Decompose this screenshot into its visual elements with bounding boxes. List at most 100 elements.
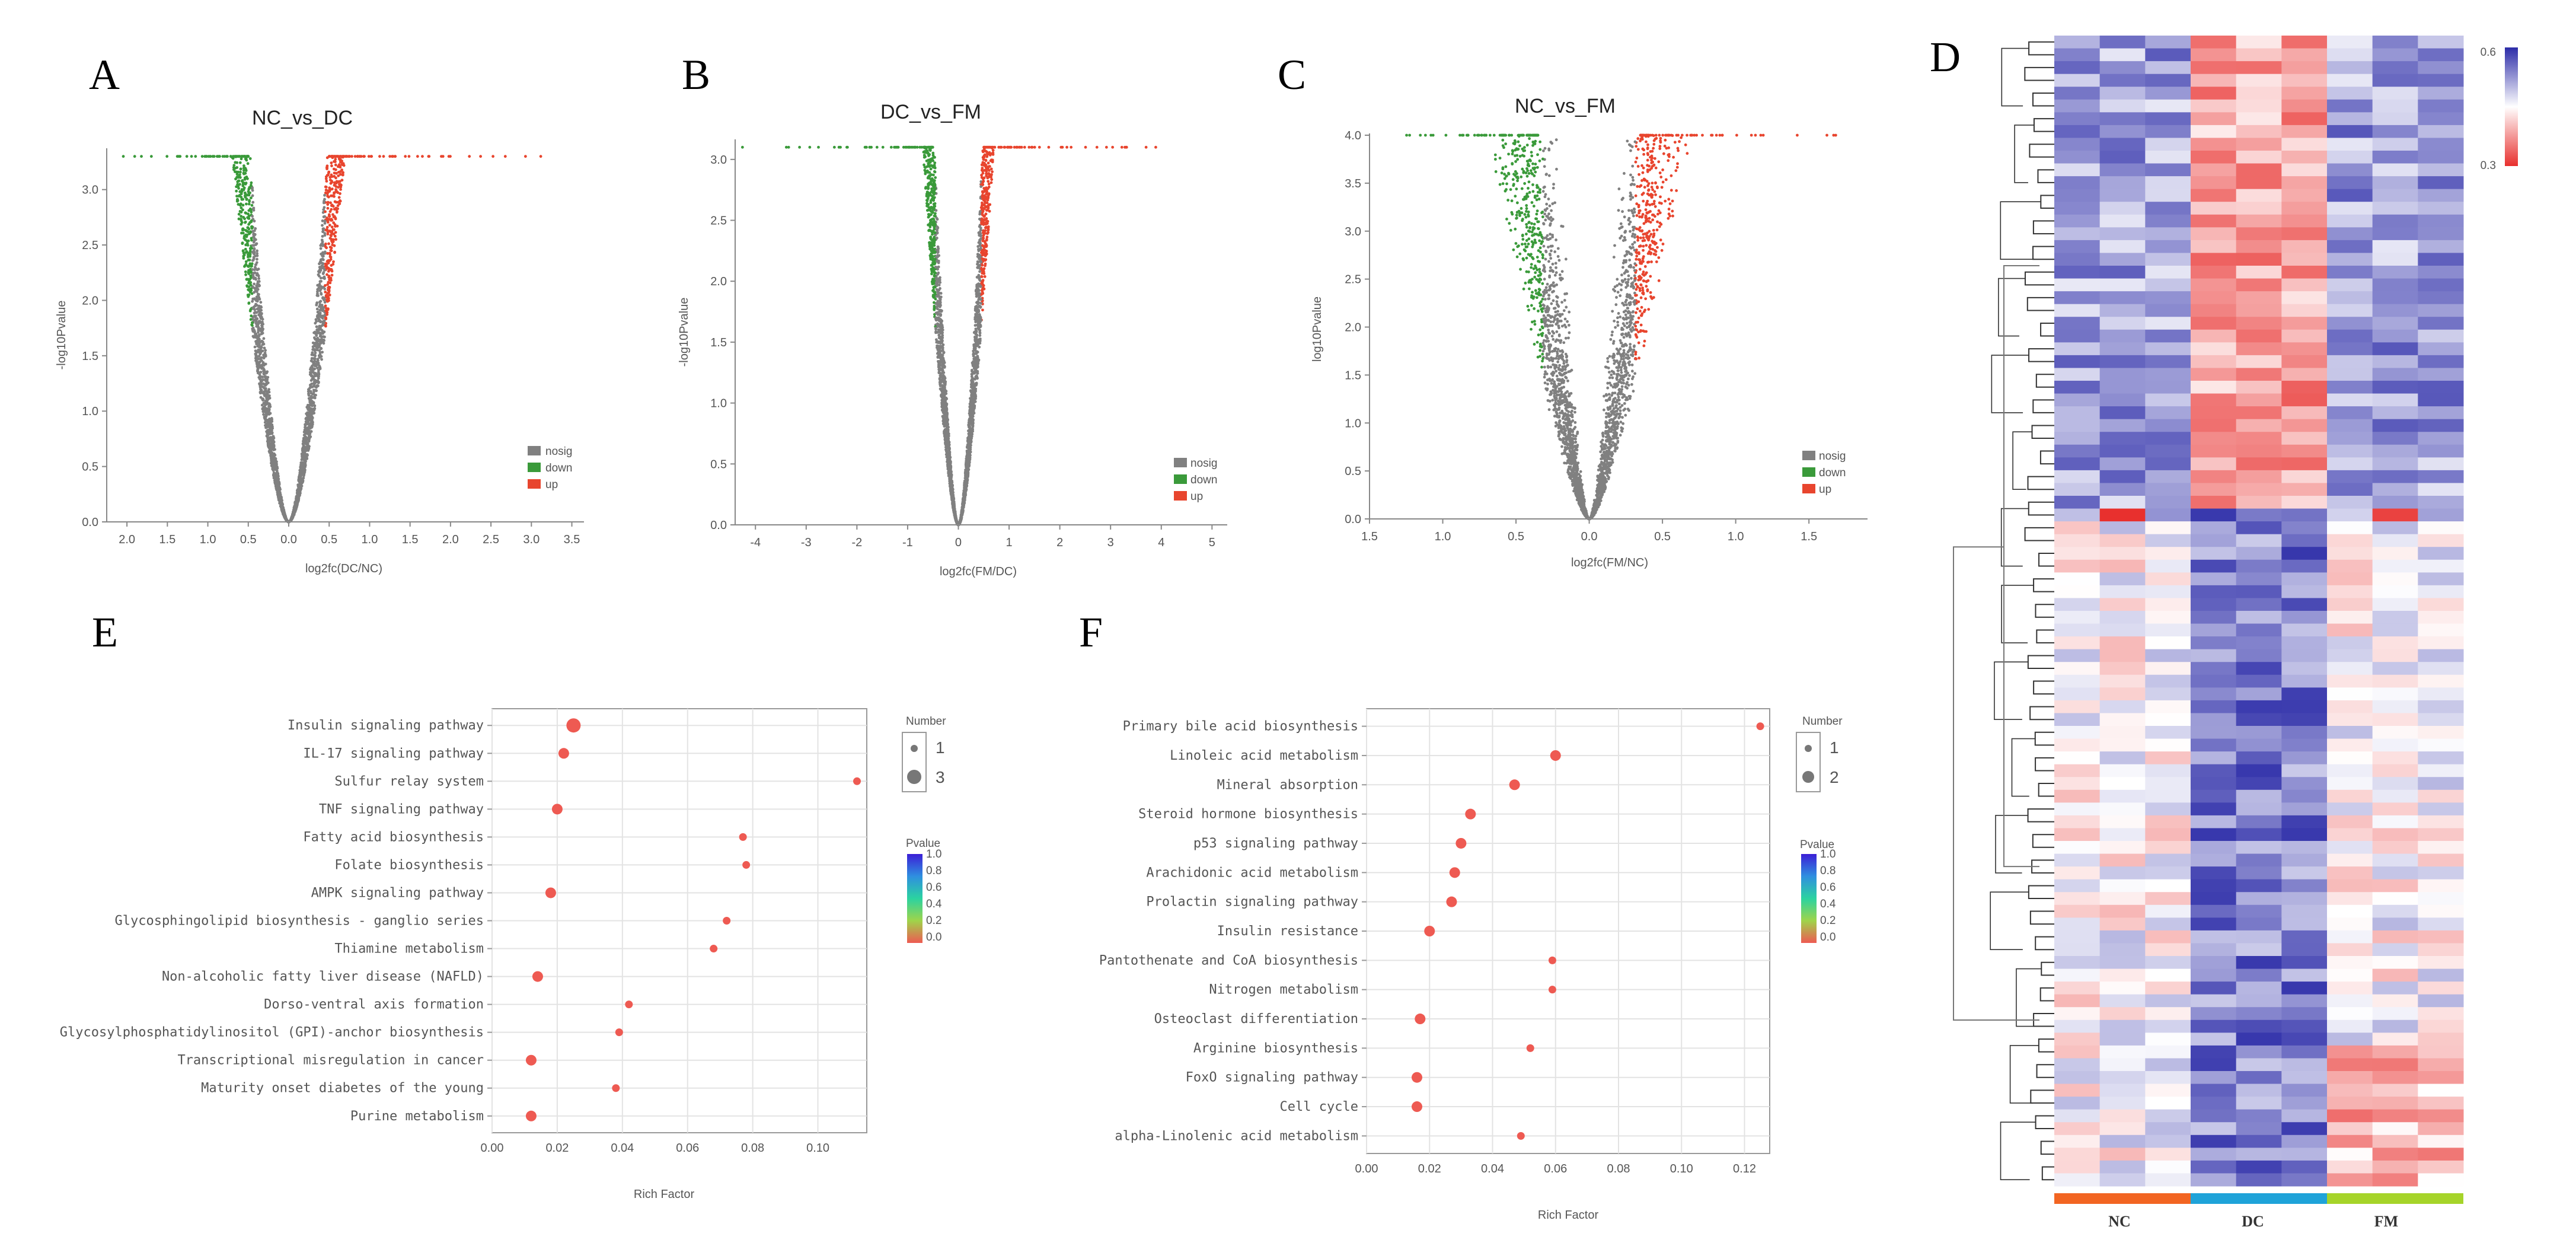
volcano-point — [235, 166, 239, 169]
volcano-point — [254, 263, 258, 266]
volcano-point-capped — [378, 155, 381, 158]
volcano-point-capped — [447, 155, 451, 158]
volcano-point — [323, 275, 326, 279]
volcano-point — [259, 350, 262, 353]
volcano-point — [242, 256, 245, 260]
volcano-point — [312, 401, 315, 405]
volcano-point-capped — [234, 155, 238, 158]
volcano-point — [248, 230, 252, 234]
volcano-point — [246, 162, 250, 165]
volcano-point-capped — [165, 155, 169, 158]
volcano-point — [977, 253, 980, 256]
volcano-point — [310, 415, 314, 419]
volcano-point — [337, 164, 341, 167]
volcano-point-capped — [133, 155, 136, 158]
volcano-point — [320, 329, 324, 332]
volcano-point — [256, 336, 259, 340]
volcano-point — [325, 311, 329, 314]
volcano-point — [990, 178, 994, 181]
volcano-point — [330, 164, 333, 168]
volcano-point — [321, 321, 325, 325]
volcano-point — [339, 180, 341, 183]
volcano-point — [326, 203, 330, 206]
volcano-point — [316, 329, 320, 333]
volcano-point — [339, 173, 342, 176]
volcano-point — [334, 188, 337, 192]
volcano-point — [260, 367, 264, 370]
volcano-point — [317, 372, 321, 375]
volcano-point — [327, 195, 330, 199]
volcano-point — [240, 190, 244, 193]
volcano-point — [253, 297, 256, 301]
volcano-point — [312, 362, 315, 366]
panel-letter-b: B — [682, 51, 710, 98]
volcano-point — [247, 265, 250, 268]
legend-swatch-down — [528, 463, 541, 472]
volcano-point — [235, 189, 238, 193]
volcano-point — [978, 334, 982, 337]
volcano-point — [306, 442, 309, 445]
volcano-point — [241, 250, 245, 253]
volcano-point — [314, 374, 317, 378]
volcano-point — [264, 384, 267, 387]
volcano-point — [241, 203, 245, 207]
volcano-point — [330, 203, 334, 207]
volcano-point — [307, 404, 311, 407]
volcano-point — [266, 429, 269, 432]
volcano-point — [253, 236, 256, 240]
volcano-point — [270, 455, 273, 459]
volcano-point — [262, 372, 266, 376]
volcano-point — [321, 253, 324, 257]
volcano-point — [277, 487, 280, 491]
volcano-point — [304, 460, 307, 463]
volcano-point — [253, 345, 257, 349]
volcano-point — [327, 275, 331, 278]
volcano-point-capped — [178, 155, 182, 158]
volcano-point — [321, 272, 325, 275]
volcano-point — [320, 358, 323, 361]
volcano-point — [308, 383, 312, 387]
volcano-point — [264, 416, 267, 419]
volcano-point — [244, 181, 248, 185]
volcano-point — [266, 407, 269, 411]
volcano-point — [247, 190, 250, 193]
volcano-point — [333, 234, 337, 238]
volcano-point — [269, 442, 272, 445]
volcano-point — [314, 364, 318, 368]
volcano-point — [256, 252, 259, 255]
volcano-point — [307, 429, 311, 433]
volcano-point — [307, 413, 310, 416]
volcano-point — [254, 335, 257, 338]
volcano-point — [271, 459, 274, 463]
volcano-point-capped — [491, 155, 494, 158]
volcano-point — [266, 370, 269, 374]
volcano-point — [316, 374, 320, 378]
volcano-point — [324, 304, 327, 308]
x-tick-label: 2.0 — [442, 533, 459, 546]
volcano-point-capped — [335, 155, 339, 158]
volcano-point — [253, 330, 256, 334]
volcano-point — [971, 368, 973, 372]
volcano-point — [256, 292, 260, 296]
volcano-point — [257, 329, 260, 332]
volcano-point-capped — [468, 155, 471, 158]
volcano-point-capped — [421, 155, 424, 158]
volcano-point — [323, 199, 325, 203]
volcano-point — [248, 262, 252, 266]
volcano-point — [326, 206, 330, 210]
volcano-point — [316, 310, 320, 314]
volcano-point — [251, 189, 254, 192]
volcano-point — [936, 254, 940, 257]
volcano-point — [939, 322, 943, 325]
volcano-point — [982, 206, 985, 210]
volcano-point — [324, 185, 328, 189]
volcano-point — [256, 361, 260, 364]
volcano-point — [246, 255, 250, 259]
volcano-point — [307, 420, 310, 423]
volcano-point — [325, 192, 329, 196]
volcano-point-capped — [238, 155, 241, 158]
volcano-point — [317, 318, 321, 321]
volcano-point — [255, 311, 258, 314]
volcano-point — [277, 477, 280, 481]
volcano-point — [324, 242, 327, 246]
